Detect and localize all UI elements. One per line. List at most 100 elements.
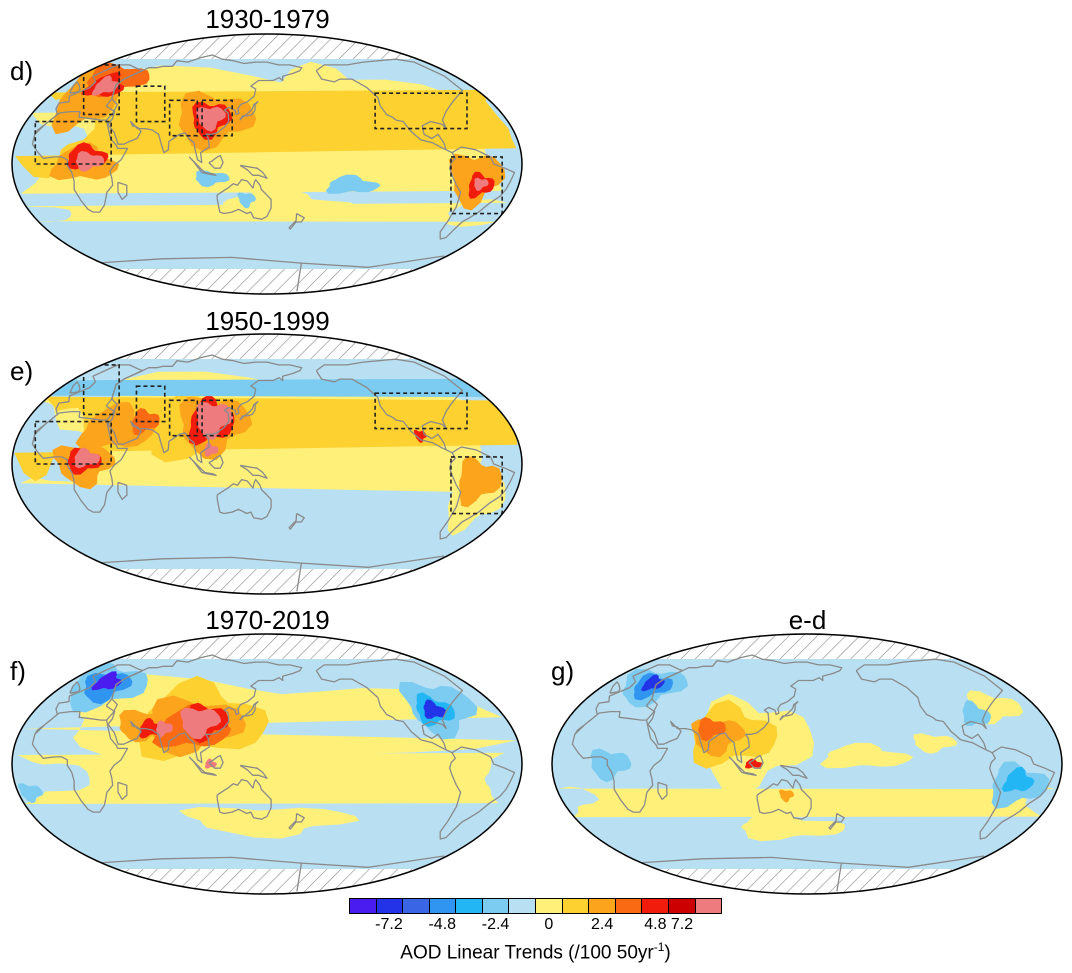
trend-contour (178, 807, 360, 839)
missing-data-hatch (12, 269, 522, 294)
colorbar-tick-label: -4.8 (428, 916, 457, 933)
colorbar-swatch (376, 899, 404, 913)
colorbar-swatch (615, 899, 643, 913)
coastline (216, 778, 272, 820)
coastline (571, 664, 684, 813)
coastline (315, 58, 464, 154)
region-box (135, 385, 166, 423)
missing-data-hatch (552, 869, 1062, 894)
missing-data-hatch (552, 634, 1062, 659)
coastline (604, 650, 623, 669)
panel-letter: d) (10, 56, 34, 86)
coastline (208, 154, 224, 169)
coastline (439, 446, 516, 540)
coastline (635, 856, 843, 892)
coastline (64, 50, 83, 69)
coastline (239, 464, 268, 479)
panel-letter: f) (10, 656, 26, 686)
colorbar-tick-label: 4.8 (644, 916, 667, 933)
coastline (117, 481, 128, 501)
coastline (105, 654, 303, 764)
coastline (31, 664, 144, 813)
coastline (239, 164, 268, 179)
coastline (64, 650, 83, 669)
coastline (105, 54, 303, 164)
coastline (31, 364, 144, 513)
coastline (69, 81, 81, 94)
trend-contour (156, 720, 173, 738)
trend-contour (18, 783, 44, 804)
coastline (1006, 669, 1017, 680)
colorbar-swatch (509, 899, 537, 913)
region-box (201, 99, 233, 137)
region-box (450, 156, 504, 215)
trend-contour (913, 733, 958, 754)
trend-contour (819, 742, 914, 769)
coastline (105, 354, 303, 464)
coastline (439, 146, 516, 240)
coastline (828, 812, 845, 830)
coastline (779, 764, 808, 779)
map-panel-g (551, 633, 1063, 895)
panel-letter: g) (551, 656, 575, 686)
colorbar (349, 898, 722, 914)
coastline (748, 754, 764, 769)
missing-data-hatch (12, 34, 522, 59)
coastline (69, 381, 81, 394)
region-box (168, 399, 199, 437)
trend-contour (962, 700, 991, 726)
colorbar-tick-label: -2.4 (481, 916, 510, 933)
trend-contour (91, 75, 119, 96)
trend-contour (1001, 766, 1035, 792)
colorbar-swatch (589, 899, 616, 913)
colorbar-swatch (429, 899, 457, 913)
panel-letter: e) (10, 356, 34, 386)
region-box (168, 99, 199, 137)
coastline (728, 756, 757, 776)
map-panel-d (11, 33, 523, 295)
trend-contour (23, 199, 508, 227)
coastline (315, 358, 464, 454)
coastline (188, 456, 217, 476)
coastline (756, 778, 812, 820)
coastline (95, 556, 303, 592)
coastline (301, 555, 445, 568)
trend-contour (204, 443, 219, 457)
trend-contour (196, 401, 234, 440)
colorbar-ticks: -7.2 -4.8 -2.4 0 2.4 4.8 7.2 (349, 916, 722, 934)
trend-contour (741, 813, 845, 842)
coastline (239, 401, 259, 421)
coastline (657, 781, 668, 801)
map-panel-f (11, 633, 523, 895)
panel-title: 1930-1979 (205, 4, 330, 34)
map-outline (11, 633, 523, 895)
coastline (609, 681, 621, 694)
trend-contour (205, 758, 217, 769)
coastline (288, 512, 305, 530)
coastline (288, 812, 305, 830)
coastline (95, 856, 303, 892)
panel-title: 1950-1999 (205, 306, 330, 336)
colorbar-tick-label: 7.2 (670, 916, 694, 933)
trend-contour (75, 402, 156, 450)
trend-contour (17, 752, 505, 804)
missing-data-hatch (12, 569, 522, 594)
colorbar-label: AOD Linear Trends (/100 50yr-1) (349, 940, 722, 964)
trend-contour (423, 699, 446, 719)
region-box (201, 399, 233, 437)
trend-contour (180, 707, 222, 740)
trend-contour (459, 455, 502, 508)
colorbar-tick-label: -7.2 (375, 916, 403, 933)
colorbar-label-sup: -1 (653, 940, 665, 954)
region-box (34, 120, 112, 165)
coastline (216, 178, 272, 220)
coastline (439, 746, 516, 840)
colorbar-swatch (536, 899, 563, 913)
trend-contour (325, 174, 381, 194)
missing-data-hatch (12, 634, 522, 659)
coastline (855, 658, 1004, 754)
colorbar-swatch (456, 899, 483, 913)
trend-contour (74, 447, 101, 469)
coastline (69, 681, 81, 694)
colorbar-swatch (642, 899, 669, 913)
